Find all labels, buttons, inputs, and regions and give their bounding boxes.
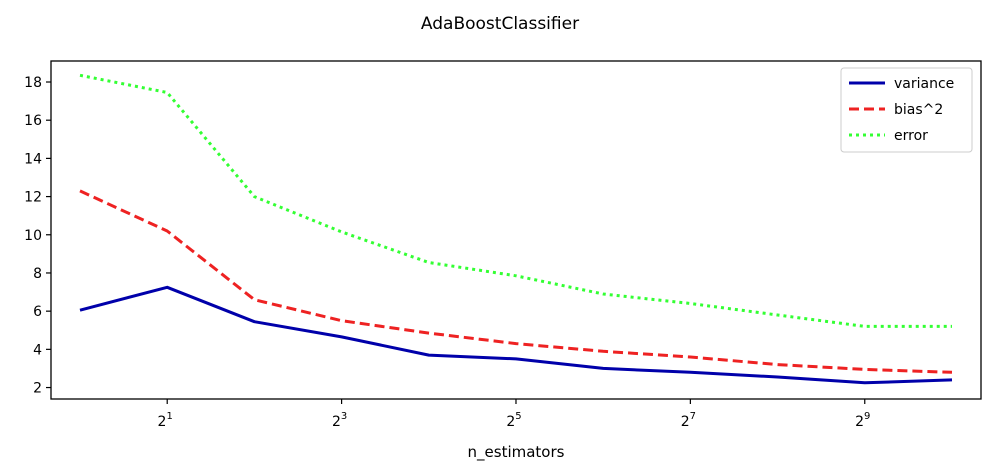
x-axis: 21 23 25 27 29 (158, 399, 870, 430)
x-tick-label: 21 (158, 411, 173, 430)
y-tick-label: 16 (24, 113, 42, 129)
x-axis-label: n_estimators (468, 443, 565, 462)
legend-label: bias^2 (894, 102, 943, 118)
legend-label: variance (894, 76, 954, 92)
chart-title: AdaBoostClassifier (421, 14, 579, 34)
x-tick-label: 25 (506, 411, 521, 430)
series-lines (79, 73, 953, 385)
y-tick-label: 2 (33, 381, 42, 397)
x-tick-label: 27 (681, 411, 696, 430)
y-tick-label: 12 (24, 190, 42, 206)
legend-box (840, 67, 973, 153)
x-tick-label: 23 (332, 411, 347, 430)
y-tick-label: 14 (24, 151, 42, 167)
y-tick-label: 4 (33, 342, 42, 358)
series-line-error (79, 73, 952, 328)
series-line-variance (79, 285, 953, 385)
legend-label: error (894, 128, 928, 144)
y-axis: 2 4 6 8 10 12 14 16 18 (24, 75, 51, 397)
y-tick-label: 8 (33, 266, 42, 282)
y-tick-label: 18 (24, 75, 42, 91)
x-tick-label: 29 (855, 411, 870, 430)
y-tick-label: 6 (33, 304, 42, 320)
series-line-bias-2 (79, 189, 953, 374)
legend: variance bias^2 error (840, 67, 973, 153)
y-tick-label: 10 (24, 228, 42, 244)
